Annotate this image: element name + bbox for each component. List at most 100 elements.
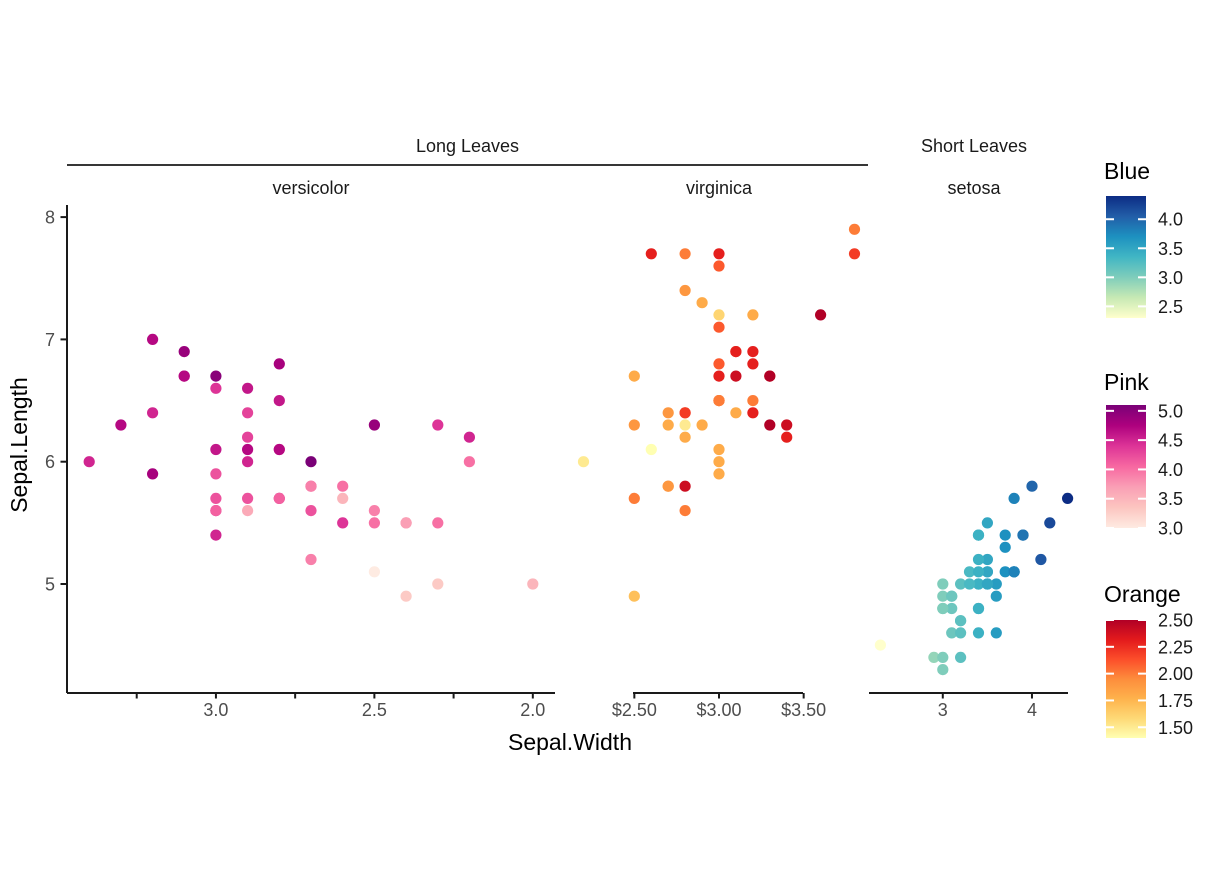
scatter-point bbox=[679, 480, 691, 492]
scatter-point bbox=[368, 517, 380, 529]
scatter-point bbox=[432, 578, 444, 590]
scatter-point bbox=[628, 590, 640, 602]
scatter-point bbox=[115, 419, 127, 431]
scatter-point bbox=[305, 456, 317, 468]
legend-tick-label: 2.50 bbox=[1158, 611, 1193, 631]
legend-tick-label: 2.5 bbox=[1158, 297, 1183, 317]
scatter-point bbox=[628, 419, 640, 431]
scatter-point bbox=[937, 578, 949, 590]
scatter-point bbox=[946, 590, 958, 602]
scatter-point bbox=[781, 419, 793, 431]
scatter-point bbox=[679, 407, 691, 419]
scatter-point bbox=[937, 664, 949, 676]
scatter-point bbox=[1008, 566, 1020, 578]
scatter-point bbox=[764, 419, 776, 431]
points-versicolor bbox=[83, 333, 539, 602]
scatter-point bbox=[210, 505, 222, 517]
y-tick-label: 5 bbox=[45, 575, 55, 595]
scatter-point bbox=[747, 346, 759, 358]
scatter-point bbox=[242, 382, 254, 394]
x-tick-label: 2.0 bbox=[520, 700, 545, 720]
scatter-point bbox=[815, 309, 827, 321]
scatter-point bbox=[972, 578, 985, 590]
scatter-point bbox=[147, 333, 159, 345]
scatter-point bbox=[432, 419, 444, 431]
strip-label-setosa: setosa bbox=[947, 178, 1001, 198]
x-tick-label: 2.5 bbox=[362, 700, 387, 720]
scatter-point bbox=[972, 627, 985, 639]
legend-title: Orange bbox=[1104, 581, 1181, 607]
scatter-point bbox=[662, 407, 674, 419]
scatter-point bbox=[937, 602, 949, 615]
scatter-point bbox=[747, 395, 759, 407]
scatter-point bbox=[400, 590, 412, 602]
scatter-point bbox=[946, 627, 958, 639]
scatter-point bbox=[305, 505, 317, 517]
scatter-point bbox=[337, 517, 349, 529]
legend-tick-label: 3.0 bbox=[1158, 268, 1183, 288]
scatter-point bbox=[147, 407, 159, 419]
scatter-point bbox=[628, 370, 640, 382]
scatter-point bbox=[242, 443, 254, 456]
legend-tick-label: 1.50 bbox=[1158, 718, 1193, 738]
scatter-point bbox=[937, 590, 949, 602]
scatter-point bbox=[713, 370, 725, 382]
scatter-point bbox=[242, 431, 254, 443]
panel-versicolor: versicolor 3.0 2.5 2.0 bbox=[67, 178, 555, 720]
scatter-point bbox=[1008, 492, 1020, 504]
scatter-point bbox=[713, 309, 725, 321]
scatter-point bbox=[747, 358, 759, 370]
scatter-point bbox=[848, 248, 861, 260]
colorbar bbox=[1106, 196, 1146, 318]
scatter-point bbox=[747, 309, 759, 321]
legend-tick-label: 3.0 bbox=[1158, 519, 1183, 539]
scatter-point bbox=[662, 419, 674, 431]
scatter-point bbox=[178, 346, 190, 358]
scatter-point bbox=[713, 443, 725, 456]
scatter-point bbox=[1062, 492, 1074, 504]
outer-strip-label: Short Leaves bbox=[921, 136, 1027, 156]
facet-strips: Long Leaves Short Leaves bbox=[67, 136, 1027, 166]
scatter-point bbox=[696, 419, 708, 431]
scatter-point bbox=[955, 615, 967, 627]
scatter-point bbox=[937, 651, 949, 664]
scatter-point bbox=[781, 431, 793, 443]
scatter-point bbox=[305, 553, 317, 566]
legend-tick-label: 4.0 bbox=[1158, 210, 1183, 230]
scatter-point bbox=[337, 492, 349, 504]
scatter-point bbox=[955, 627, 967, 639]
scatter-point bbox=[679, 505, 691, 517]
scatter-point bbox=[963, 566, 976, 578]
scatter-point bbox=[628, 492, 640, 504]
legend-title: Blue bbox=[1104, 158, 1150, 184]
scatter-point bbox=[713, 468, 725, 480]
scatter-point bbox=[999, 566, 1011, 578]
scatter-point bbox=[972, 553, 985, 566]
y-tick-label: 6 bbox=[45, 452, 55, 472]
scatter-point bbox=[662, 480, 674, 492]
scatter-point bbox=[400, 517, 412, 529]
scatter-point bbox=[305, 480, 317, 492]
scatter-point bbox=[1017, 529, 1029, 541]
x-axis-title: Sepal.Width bbox=[508, 729, 632, 755]
legend-tick-label: 4.0 bbox=[1158, 460, 1183, 480]
scatter-point bbox=[963, 578, 976, 590]
scatter-point bbox=[210, 529, 222, 541]
scatter-point bbox=[210, 443, 222, 456]
scatter-point bbox=[999, 541, 1011, 553]
legend-tick-label: 3.5 bbox=[1158, 239, 1183, 259]
scatter-point bbox=[713, 395, 725, 407]
legend-Pink: Pink 5.0 4.5 4.0 3.5 3.0 bbox=[1104, 369, 1183, 539]
scatter-point bbox=[955, 651, 967, 664]
scatter-point bbox=[679, 419, 691, 431]
scatter-point bbox=[999, 529, 1011, 541]
scatter-point bbox=[337, 480, 349, 492]
scatter-point bbox=[990, 578, 1002, 590]
x-tick-label: 3 bbox=[938, 700, 948, 720]
x-tick-label: 3.0 bbox=[203, 700, 228, 720]
legend-tick-label: 2.00 bbox=[1158, 664, 1193, 684]
x-tick-label: $2.50 bbox=[612, 700, 657, 720]
scatter-point bbox=[210, 468, 222, 480]
panel-setosa: setosa 3 4 bbox=[869, 178, 1074, 720]
legend-tick-label: 2.25 bbox=[1158, 637, 1193, 657]
